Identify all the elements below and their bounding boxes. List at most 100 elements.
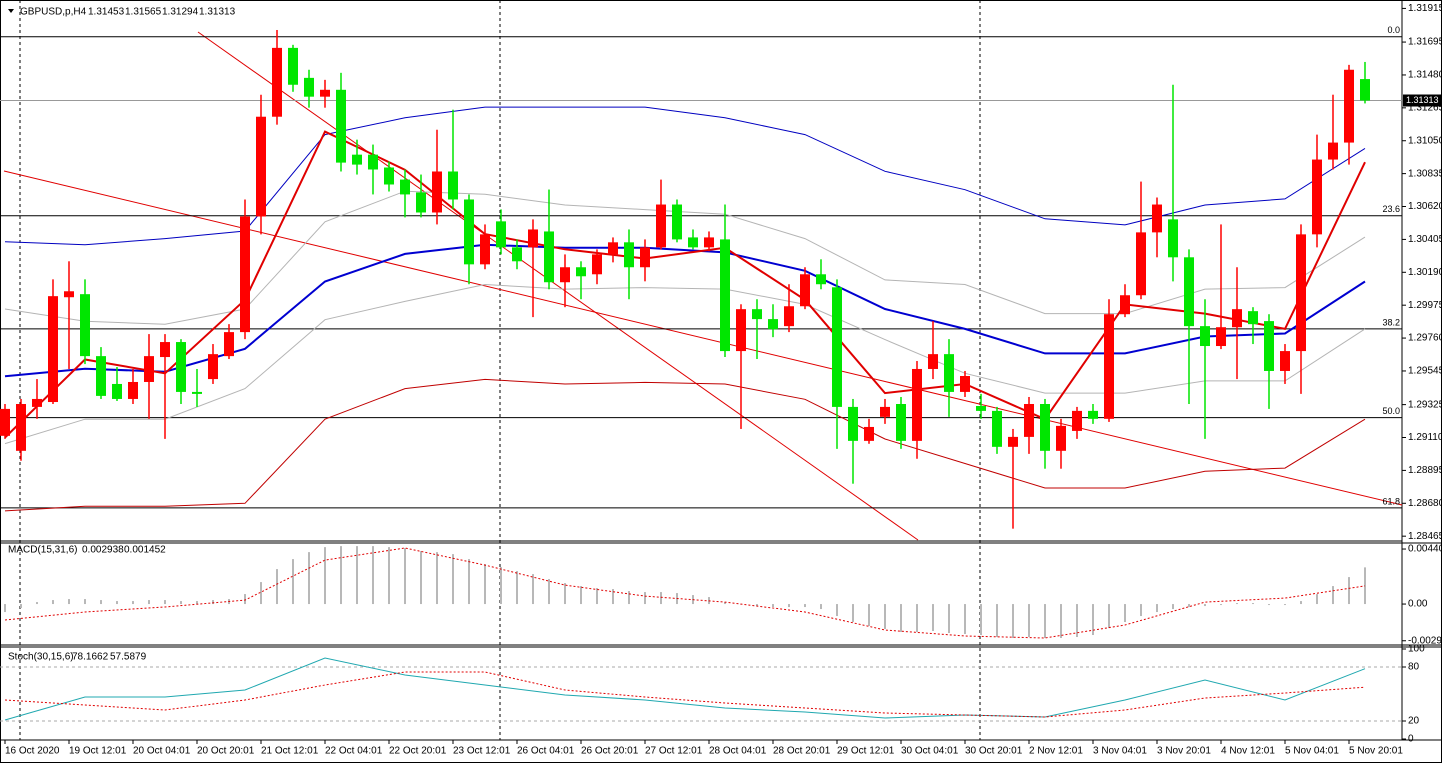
- macd-bar: [260, 582, 262, 605]
- macd-bar: [1204, 604, 1206, 607]
- y-tick-label: 1.29110: [1408, 432, 1442, 443]
- candle-body: [352, 154, 362, 165]
- y-tick-label: 1.28895: [1408, 465, 1442, 476]
- candle-body: [1312, 159, 1322, 235]
- macd-bar: [1156, 604, 1158, 613]
- macd-bar: [1252, 603, 1254, 605]
- candle-body: [800, 274, 810, 307]
- candle-body: [704, 237, 714, 248]
- x-tick-label: 20 Oct 04:01: [133, 746, 191, 757]
- candle-body: [1024, 404, 1034, 437]
- candle-body: [1280, 351, 1290, 371]
- macd-bar: [372, 546, 374, 605]
- macd-bar: [932, 604, 934, 632]
- stoch-signal-value: 57.5879: [110, 652, 147, 663]
- y-tick-label: 1.30190: [1408, 267, 1442, 278]
- candle-body: [80, 294, 90, 357]
- candle-body: [1360, 79, 1370, 101]
- fib-label: 38.2: [1382, 317, 1400, 327]
- candle-body: [1072, 410, 1082, 431]
- macd-bar: [1348, 577, 1350, 605]
- candle-body: [464, 199, 474, 265]
- y-tick-label: 1.29325: [1408, 399, 1442, 410]
- candle-body: [400, 179, 410, 195]
- candle-body: [896, 404, 906, 441]
- candle-body: [256, 116, 266, 217]
- x-tick-label: 3 Nov 20:01: [1157, 746, 1211, 757]
- close-value: 1.31313: [199, 7, 236, 18]
- x-tick-label: 23 Oct 12:01: [453, 746, 511, 757]
- candle-body: [384, 167, 394, 185]
- macd-bar: [660, 592, 662, 605]
- trend-line: [3, 170, 1403, 506]
- candle-body: [576, 267, 586, 277]
- macd-bar: [724, 602, 726, 605]
- macd-bar: [84, 599, 86, 605]
- y-tick-label: 1.30835: [1408, 168, 1442, 179]
- macd-bar: [1236, 603, 1238, 605]
- y-tick-label: 1.31050: [1408, 135, 1442, 146]
- macd-bar: [68, 599, 70, 605]
- candle-body: [944, 354, 954, 392]
- x-tick-label: 19 Oct 12:01: [69, 746, 127, 757]
- stoch-main-value: 78.1662: [72, 652, 109, 663]
- indicator-line: [4, 283, 1366, 445]
- macd-bar: [996, 604, 998, 638]
- candle-body: [432, 171, 442, 213]
- menu-triangle[interactable]: [8, 9, 14, 13]
- candle-body: [1296, 234, 1306, 352]
- y-tick-label: 100: [1408, 644, 1425, 655]
- fib-label: 23.6: [1382, 204, 1400, 214]
- macd-bar: [1332, 586, 1334, 605]
- candle-body: [1264, 321, 1274, 371]
- candle-body: [1216, 327, 1226, 347]
- macd-bar: [1300, 601, 1302, 605]
- y-tick-label: 20: [1408, 716, 1420, 727]
- macd-bar: [948, 604, 950, 634]
- macd-bar: [868, 604, 870, 627]
- macd-bar: [1060, 604, 1062, 639]
- y-tick-label: 1.31695: [1408, 37, 1442, 48]
- macd-bar: [420, 551, 422, 605]
- candle-body: [416, 192, 426, 213]
- candle-body: [448, 171, 458, 200]
- macd-bar: [388, 547, 390, 605]
- candle-body: [32, 398, 42, 407]
- stoch-line: [4, 671, 1366, 718]
- candle-body: [144, 356, 154, 382]
- candle-body: [512, 247, 522, 262]
- x-tick-label: 2 Nov 12:01: [1029, 746, 1083, 757]
- y-tick-label: 0: [1408, 734, 1414, 745]
- x-tick-label: 26 Oct 20:01: [581, 746, 639, 757]
- macd-signal-value: 0.001452: [124, 545, 166, 556]
- stoch-line: [4, 657, 1366, 721]
- candle-body: [336, 89, 346, 163]
- macd-bar: [964, 604, 966, 635]
- macd-bar: [1364, 567, 1366, 605]
- x-tick-label: 28 Oct 04:01: [709, 746, 767, 757]
- macd-bar: [1012, 604, 1014, 639]
- x-tick-label: 30 Oct 04:01: [901, 746, 959, 757]
- y-tick-label: 1.29760: [1408, 333, 1442, 344]
- candle-body: [528, 229, 538, 248]
- candle-body: [1344, 69, 1354, 143]
- macd-bar: [628, 591, 630, 605]
- macd-bar: [916, 604, 918, 633]
- macd-bar: [1172, 604, 1174, 610]
- x-tick-label: 30 Oct 20:01: [965, 746, 1023, 757]
- candle-body: [544, 231, 554, 283]
- candle-body: [848, 406, 858, 441]
- macd-bar: [500, 567, 502, 605]
- candle-body: [288, 47, 298, 85]
- macd-bar: [1140, 604, 1142, 617]
- macd-bar: [148, 600, 150, 605]
- y-tick-label: 1.28465: [1408, 531, 1442, 542]
- candle-body: [960, 376, 970, 392]
- candle-body: [192, 391, 202, 394]
- macd-bar: [436, 552, 438, 605]
- macd-bar: [1284, 604, 1286, 606]
- symbol: GBPUSD,p,H4: [20, 7, 87, 18]
- candle-body: [560, 267, 570, 283]
- candle-body: [64, 291, 74, 298]
